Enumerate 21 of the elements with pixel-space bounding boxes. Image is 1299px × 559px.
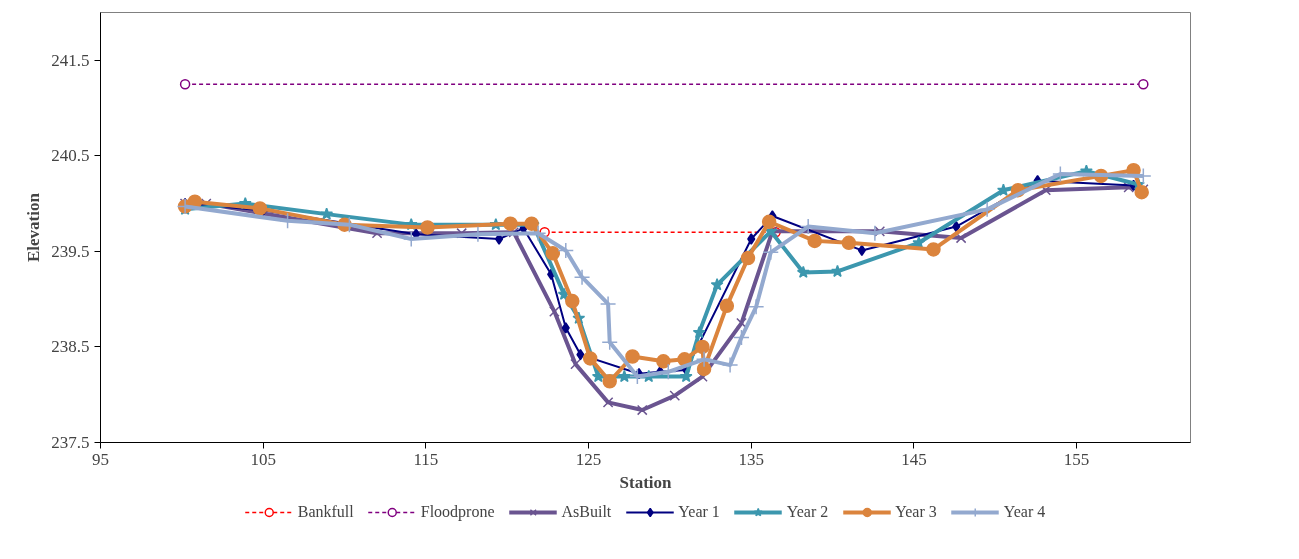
y-tick-label: 240.5 <box>51 146 90 166</box>
y-tick-label: 238.5 <box>51 337 90 357</box>
legend-label: Year 1 <box>678 503 720 521</box>
x-tick-label: 125 <box>575 449 602 469</box>
x-tick-label: 145 <box>901 449 927 469</box>
legend-label: Year 4 <box>1003 503 1046 521</box>
legend-label: Floodprone <box>420 503 495 521</box>
x-tick-label: 95 <box>92 449 109 469</box>
x-tick-label: 115 <box>413 449 439 469</box>
x-tick-label: 105 <box>250 449 276 469</box>
y-tick-label: 239.5 <box>51 241 90 261</box>
x-tick-label: 135 <box>738 449 764 469</box>
x-tick-label: 155 <box>1063 449 1090 469</box>
legend-label: Year 3 <box>895 503 937 521</box>
legend-label: Bankfull <box>297 503 354 521</box>
y-tick-label: 237.5 <box>51 433 90 452</box>
x-axis-title: Station <box>619 472 673 492</box>
legend-label: Year 2 <box>786 503 829 521</box>
y-axis-title: Elevation <box>24 192 44 262</box>
legend-label: AsBuilt <box>561 503 612 521</box>
y-tick-label: 241.5 <box>51 50 90 70</box>
